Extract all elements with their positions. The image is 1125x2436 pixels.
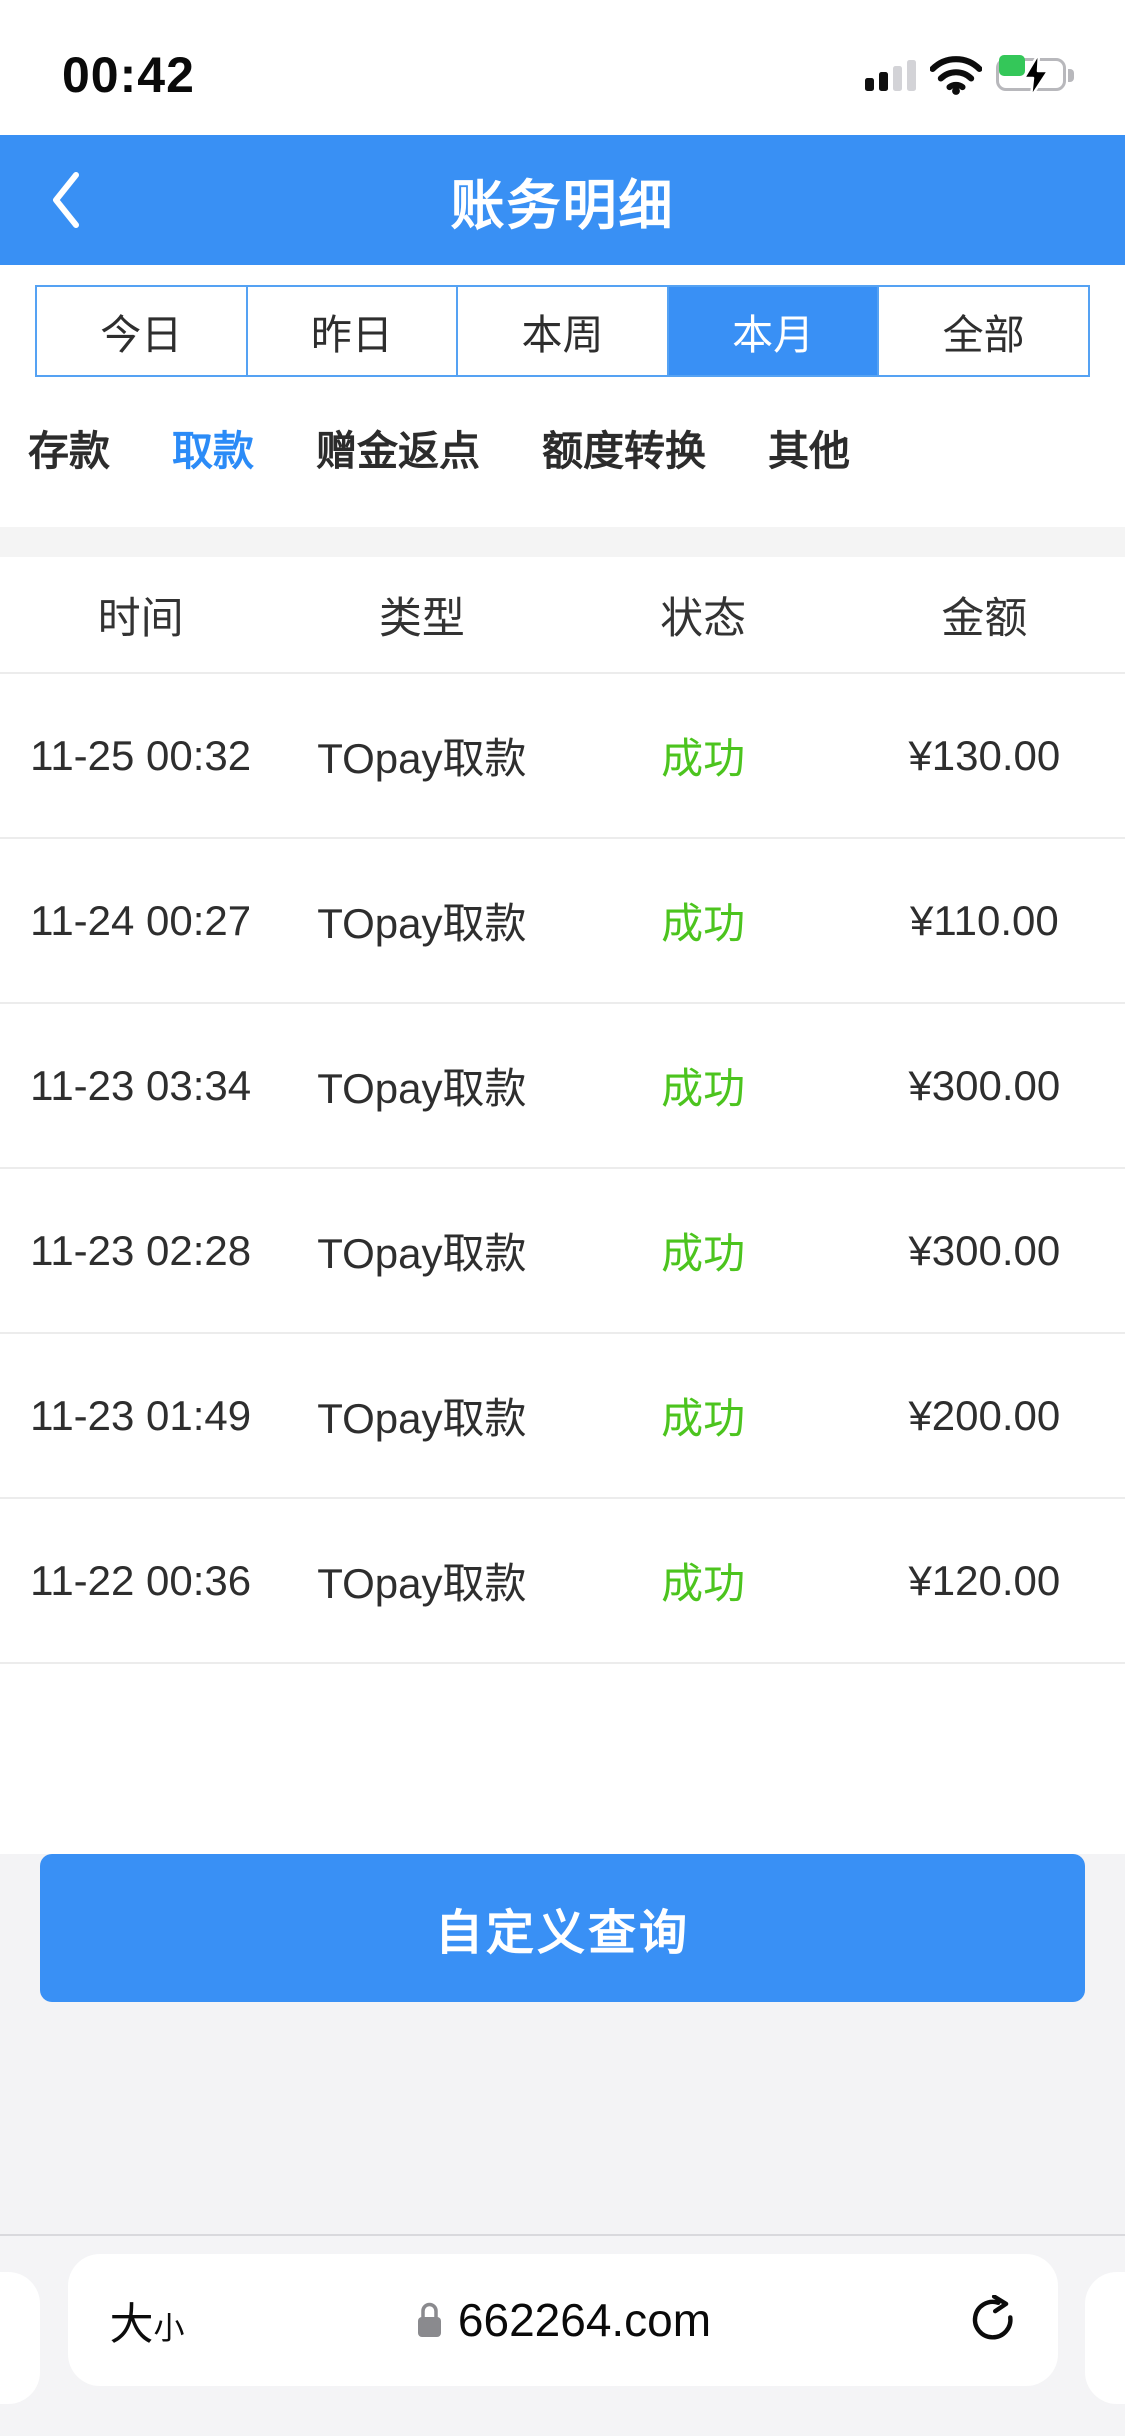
cellular-signal-icon (865, 59, 916, 91)
url-text: 662264.com (457, 2294, 712, 2346)
cell-type: TOpay取款 (317, 900, 527, 947)
text-size-large-glyph: 大 (109, 2300, 154, 2349)
col-status: 状态 (660, 594, 747, 643)
adjacent-tab-left[interactable] (0, 2272, 40, 2404)
filter-other[interactable]: 其他 (768, 428, 850, 474)
wifi-icon (930, 55, 982, 95)
app-header: 账务明细 (0, 135, 1125, 265)
cell-status: 成功 (661, 1065, 746, 1112)
cell-amount: ¥300.00 (908, 1226, 1061, 1274)
chevron-left-icon (53, 172, 79, 228)
cell-amount: ¥130.00 (908, 731, 1061, 779)
footer-area: 自定义查询 (0, 1854, 1125, 2234)
clock: 00:42 (62, 46, 195, 103)
filter-bonus-rebate[interactable]: 赠金返点 (316, 428, 480, 474)
col-type: 类型 (378, 594, 465, 643)
table-row: 11-22 00:36 TOpay取款 成功 ¥120.00 (0, 1499, 1125, 1664)
tab-all[interactable]: 全部 (877, 287, 1088, 375)
table-row: 11-23 03:34 TOpay取款 成功 ¥300.00 (0, 1004, 1125, 1169)
category-filters: 存款 取款 赠金返点 额度转换 其他 (0, 421, 1125, 481)
tab-this-month[interactable]: 本月 (666, 287, 878, 375)
browser-toolbar (0, 2404, 1125, 2436)
text-size-button[interactable]: 大 小 (110, 2288, 185, 2352)
cell-type: TOpay取款 (317, 1560, 527, 1607)
cell-time: 11-22 00:36 (30, 1556, 252, 1604)
cell-time: 11-23 01:49 (30, 1391, 252, 1439)
cell-time: 11-23 02:28 (30, 1226, 252, 1274)
table-header: 时间 类型 状态 金额 (0, 557, 1125, 674)
filter-quota-transfer[interactable]: 额度转换 (542, 428, 706, 474)
charging-bolt-icon (1022, 51, 1050, 98)
filter-withdrawal[interactable]: 取款 (172, 428, 254, 474)
cell-amount: ¥120.00 (908, 1556, 1061, 1604)
table-row: 11-24 00:27 TOpay取款 成功 ¥110.00 (0, 839, 1125, 1004)
status-bar: 00:42 (0, 0, 1125, 135)
cell-status: 成功 (661, 900, 746, 947)
cell-status: 成功 (661, 1560, 746, 1607)
cell-amount: ¥200.00 (908, 1391, 1061, 1439)
battery-charging-icon (996, 51, 1080, 98)
tab-this-week[interactable]: 本周 (456, 287, 667, 375)
reload-button[interactable] (966, 2295, 1016, 2345)
filter-deposit[interactable]: 存款 (28, 428, 110, 474)
address-bar-row: 大 小 662264.com (0, 2254, 1125, 2404)
cell-status: 成功 (661, 1230, 746, 1277)
cell-time: 11-24 00:27 (30, 896, 252, 944)
col-amount: 金额 (941, 594, 1028, 643)
section-divider (0, 527, 1125, 557)
tab-today[interactable]: 今日 (100, 312, 183, 358)
cell-status: 成功 (661, 735, 746, 782)
cell-amount: ¥300.00 (908, 1061, 1061, 1109)
address-bar[interactable]: 大 小 662264.com (67, 2254, 1058, 2386)
reload-icon (972, 2295, 1013, 2340)
cell-time: 11-23 03:34 (30, 1061, 252, 1109)
browser-chrome: 大 小 662264.com (0, 2234, 1125, 2436)
cell-amount: ¥110.00 (910, 896, 1059, 944)
custom-query-button[interactable]: 自定义查询 (40, 1854, 1085, 2002)
lock-icon (417, 2302, 441, 2337)
cell-type: TOpay取款 (317, 1230, 527, 1277)
cell-type: TOpay取款 (317, 1065, 527, 1112)
col-time: 时间 (97, 594, 184, 643)
table-row: 11-25 00:32 TOpay取款 成功 ¥130.00 (0, 674, 1125, 839)
adjacent-tab-right[interactable] (1085, 2272, 1125, 2404)
table-row: 11-23 02:28 TOpay取款 成功 ¥300.00 (0, 1169, 1125, 1334)
table-row: 11-23 01:49 TOpay取款 成功 ¥200.00 (0, 1334, 1125, 1499)
page-title: 账务明细 (450, 175, 675, 236)
text-size-small-glyph: 小 (153, 2311, 185, 2346)
cell-time: 11-25 00:32 (30, 731, 252, 779)
period-tabs: 今日 昨日 本周 本月 全部 (35, 285, 1090, 377)
cell-type: TOpay取款 (317, 735, 527, 782)
cell-status: 成功 (661, 1395, 746, 1442)
cell-type: TOpay取款 (317, 1395, 527, 1442)
back-button[interactable] (50, 167, 90, 233)
tab-yesterday[interactable]: 昨日 (245, 287, 457, 375)
